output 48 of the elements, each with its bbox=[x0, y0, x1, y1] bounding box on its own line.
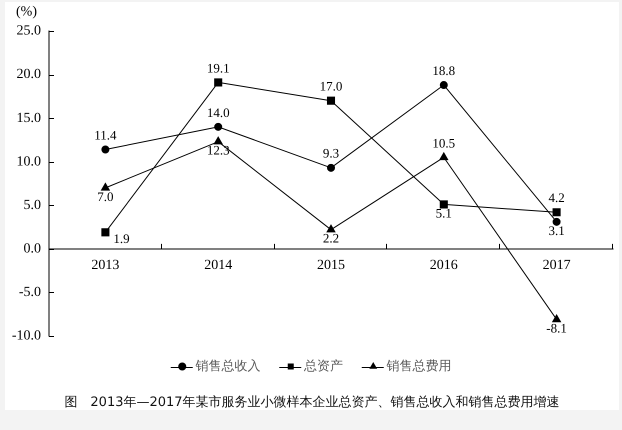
legend-label: 总资产 bbox=[302, 358, 343, 374]
data-label: 19.1 bbox=[206, 60, 230, 76]
point bbox=[440, 200, 448, 208]
point bbox=[214, 78, 222, 86]
y-tick-label: 15.0 bbox=[16, 110, 41, 126]
x-tick-label: 2017 bbox=[542, 258, 571, 273]
point bbox=[214, 136, 223, 144]
point bbox=[327, 164, 335, 172]
y-tick-label: 0.0 bbox=[24, 242, 41, 257]
data-label: 7.0 bbox=[97, 188, 114, 204]
data-label: 14.0 bbox=[206, 104, 230, 120]
point bbox=[101, 182, 110, 191]
y-tick-label: 5.0 bbox=[24, 198, 41, 213]
data-label: 9.3 bbox=[322, 146, 340, 161]
point bbox=[552, 208, 561, 216]
point bbox=[439, 152, 448, 160]
point bbox=[440, 81, 448, 90]
data-label: 10.5 bbox=[432, 135, 456, 150]
point bbox=[326, 96, 336, 105]
data-label: 12.3 bbox=[206, 142, 230, 158]
x-tick-label: 2016 bbox=[430, 258, 458, 273]
y-tick-label: 10.0 bbox=[16, 154, 41, 170]
y-tick-label: -5.0 bbox=[18, 285, 41, 300]
y-tick-label: -10.0 bbox=[12, 328, 41, 344]
data-label: 5.1 bbox=[436, 205, 452, 220]
data-label: -8.1 bbox=[546, 320, 567, 336]
point bbox=[326, 224, 336, 232]
y-axis-title: (%) bbox=[16, 4, 38, 20]
data-label: 2.2 bbox=[322, 230, 340, 246]
y-tick-label: 25.0 bbox=[16, 24, 41, 39]
point bbox=[214, 122, 222, 131]
data-label: 4.2 bbox=[548, 190, 565, 206]
point bbox=[101, 228, 110, 236]
x-tick-label: 2015 bbox=[317, 258, 345, 273]
data-label: 1.9 bbox=[113, 231, 130, 246]
data-label: 18.8 bbox=[432, 62, 456, 78]
y-tick-label: 20.0 bbox=[16, 67, 41, 82]
x-tick-label: 2013 bbox=[91, 258, 120, 273]
data-label: 17.0 bbox=[320, 78, 342, 94]
point bbox=[101, 146, 110, 154]
legend-label: 销售总收入 bbox=[194, 358, 260, 374]
text: 图 2013年—2017年某市服务业小微样本企业总资产、销售总收入和销售总费用增速 bbox=[63, 395, 561, 411]
data-label: 3.1 bbox=[548, 222, 565, 238]
legend-label: 销售总费用 bbox=[385, 358, 452, 374]
point bbox=[552, 314, 561, 322]
data-label: 11.4 bbox=[94, 127, 118, 142]
point bbox=[552, 218, 561, 226]
x-tick-label: 2014 bbox=[204, 258, 232, 273]
